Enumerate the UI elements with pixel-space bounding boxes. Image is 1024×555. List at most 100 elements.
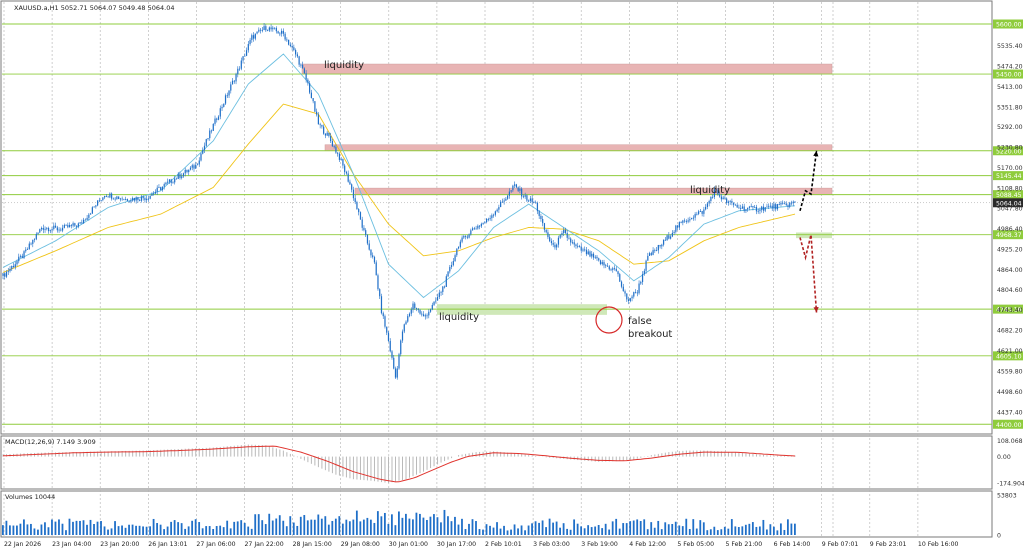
volume-bar — [373, 522, 376, 535]
volume-bar — [398, 511, 400, 535]
candle-body — [188, 169, 190, 173]
candle-body — [258, 29, 260, 32]
resistance-zone — [324, 144, 833, 152]
candle-body — [209, 130, 211, 139]
volume-bar — [667, 524, 670, 535]
macd-tick-label: -174.904 — [997, 480, 1024, 487]
volume-bar — [744, 524, 747, 535]
candle-body — [119, 198, 122, 200]
candle-body — [471, 228, 474, 231]
candle-body — [536, 202, 539, 212]
candle-body — [720, 196, 723, 200]
price-tick-label: 5047.80 — [997, 206, 1023, 213]
candle-body — [331, 141, 334, 147]
volume-bar — [387, 523, 390, 535]
volume-bar — [576, 523, 579, 535]
candle-body — [603, 262, 605, 266]
candle-body — [585, 249, 588, 255]
candle-body — [617, 271, 619, 275]
candle-body — [761, 206, 763, 210]
candle-body — [508, 191, 511, 196]
price-level-lines — [2, 23, 992, 425]
candle-body — [419, 310, 421, 314]
candle-body — [464, 236, 467, 237]
candle-body — [491, 215, 493, 219]
candle-body — [273, 27, 276, 29]
volume-bar — [559, 527, 562, 535]
candle-body — [359, 212, 362, 220]
candle-body — [365, 230, 367, 235]
volume-header: Volumes 10044 — [5, 493, 55, 501]
candle-body — [172, 182, 174, 184]
candle-body — [84, 219, 86, 221]
volume-bar — [177, 522, 180, 535]
candle-body — [75, 225, 78, 227]
candle-body — [487, 218, 489, 220]
candle-body — [505, 198, 507, 201]
candle-body — [449, 266, 451, 272]
candle-body — [373, 256, 376, 263]
candle-body — [33, 239, 36, 241]
candle-body — [333, 146, 335, 148]
volume-bar — [401, 517, 404, 535]
volume-bar — [163, 529, 166, 535]
candle-body — [575, 244, 577, 246]
candle-body — [452, 261, 454, 266]
candle-body — [783, 203, 786, 205]
candle-body — [533, 202, 535, 203]
candle-body — [337, 152, 339, 154]
volume-bar — [461, 518, 463, 535]
volume-bar — [758, 526, 761, 535]
volume-bar — [268, 513, 271, 535]
price-tick-label: 4437.40 — [997, 409, 1023, 416]
volume-bar — [783, 529, 786, 535]
price-tick-label: 4682.20 — [997, 328, 1023, 335]
price-level-tag-label: 5600.00 — [996, 22, 1022, 29]
candle-body — [680, 222, 682, 223]
candle-body — [344, 165, 346, 172]
candle-body — [773, 204, 775, 209]
candle-body — [77, 223, 79, 227]
candle-body — [118, 196, 120, 200]
candle-body — [286, 39, 288, 41]
volume-bar — [727, 528, 730, 535]
candle-body — [587, 251, 589, 255]
candle-body — [556, 244, 558, 248]
candle-body — [463, 236, 465, 238]
candle-body — [606, 265, 609, 267]
candle-body — [230, 84, 232, 91]
candle-body — [526, 195, 528, 201]
candle-body — [184, 169, 186, 174]
candle-body — [277, 31, 279, 34]
price-axis: 5600.00 5450.00 5220.00 5145.44 5088.45 4968.… — [993, 19, 1023, 429]
candle-body — [529, 198, 532, 201]
candle-body — [345, 171, 348, 174]
candle-body — [485, 218, 488, 223]
candle-body — [447, 271, 449, 277]
candle-body — [179, 173, 181, 178]
candle-body — [743, 206, 745, 211]
volume-bar — [313, 519, 316, 535]
price-tick-label: 4559.80 — [997, 368, 1023, 375]
volume-bar — [594, 526, 597, 535]
candle-body — [370, 249, 372, 256]
candle-body — [182, 173, 185, 177]
volume-bar — [166, 526, 169, 535]
candle-body — [717, 190, 719, 195]
volume-bar — [762, 519, 765, 535]
candle-body — [443, 286, 446, 288]
candle-body — [745, 209, 747, 211]
volume-bar — [597, 525, 600, 535]
candle-body — [759, 209, 761, 211]
candle-body — [12, 266, 15, 268]
candle-body — [568, 237, 570, 239]
candle-body — [594, 256, 596, 258]
candle-body — [662, 239, 665, 245]
candle-body — [86, 217, 88, 220]
candle-body — [514, 184, 516, 186]
volume-bar — [499, 528, 502, 535]
candle-body — [26, 249, 29, 250]
candle-body — [401, 331, 404, 341]
